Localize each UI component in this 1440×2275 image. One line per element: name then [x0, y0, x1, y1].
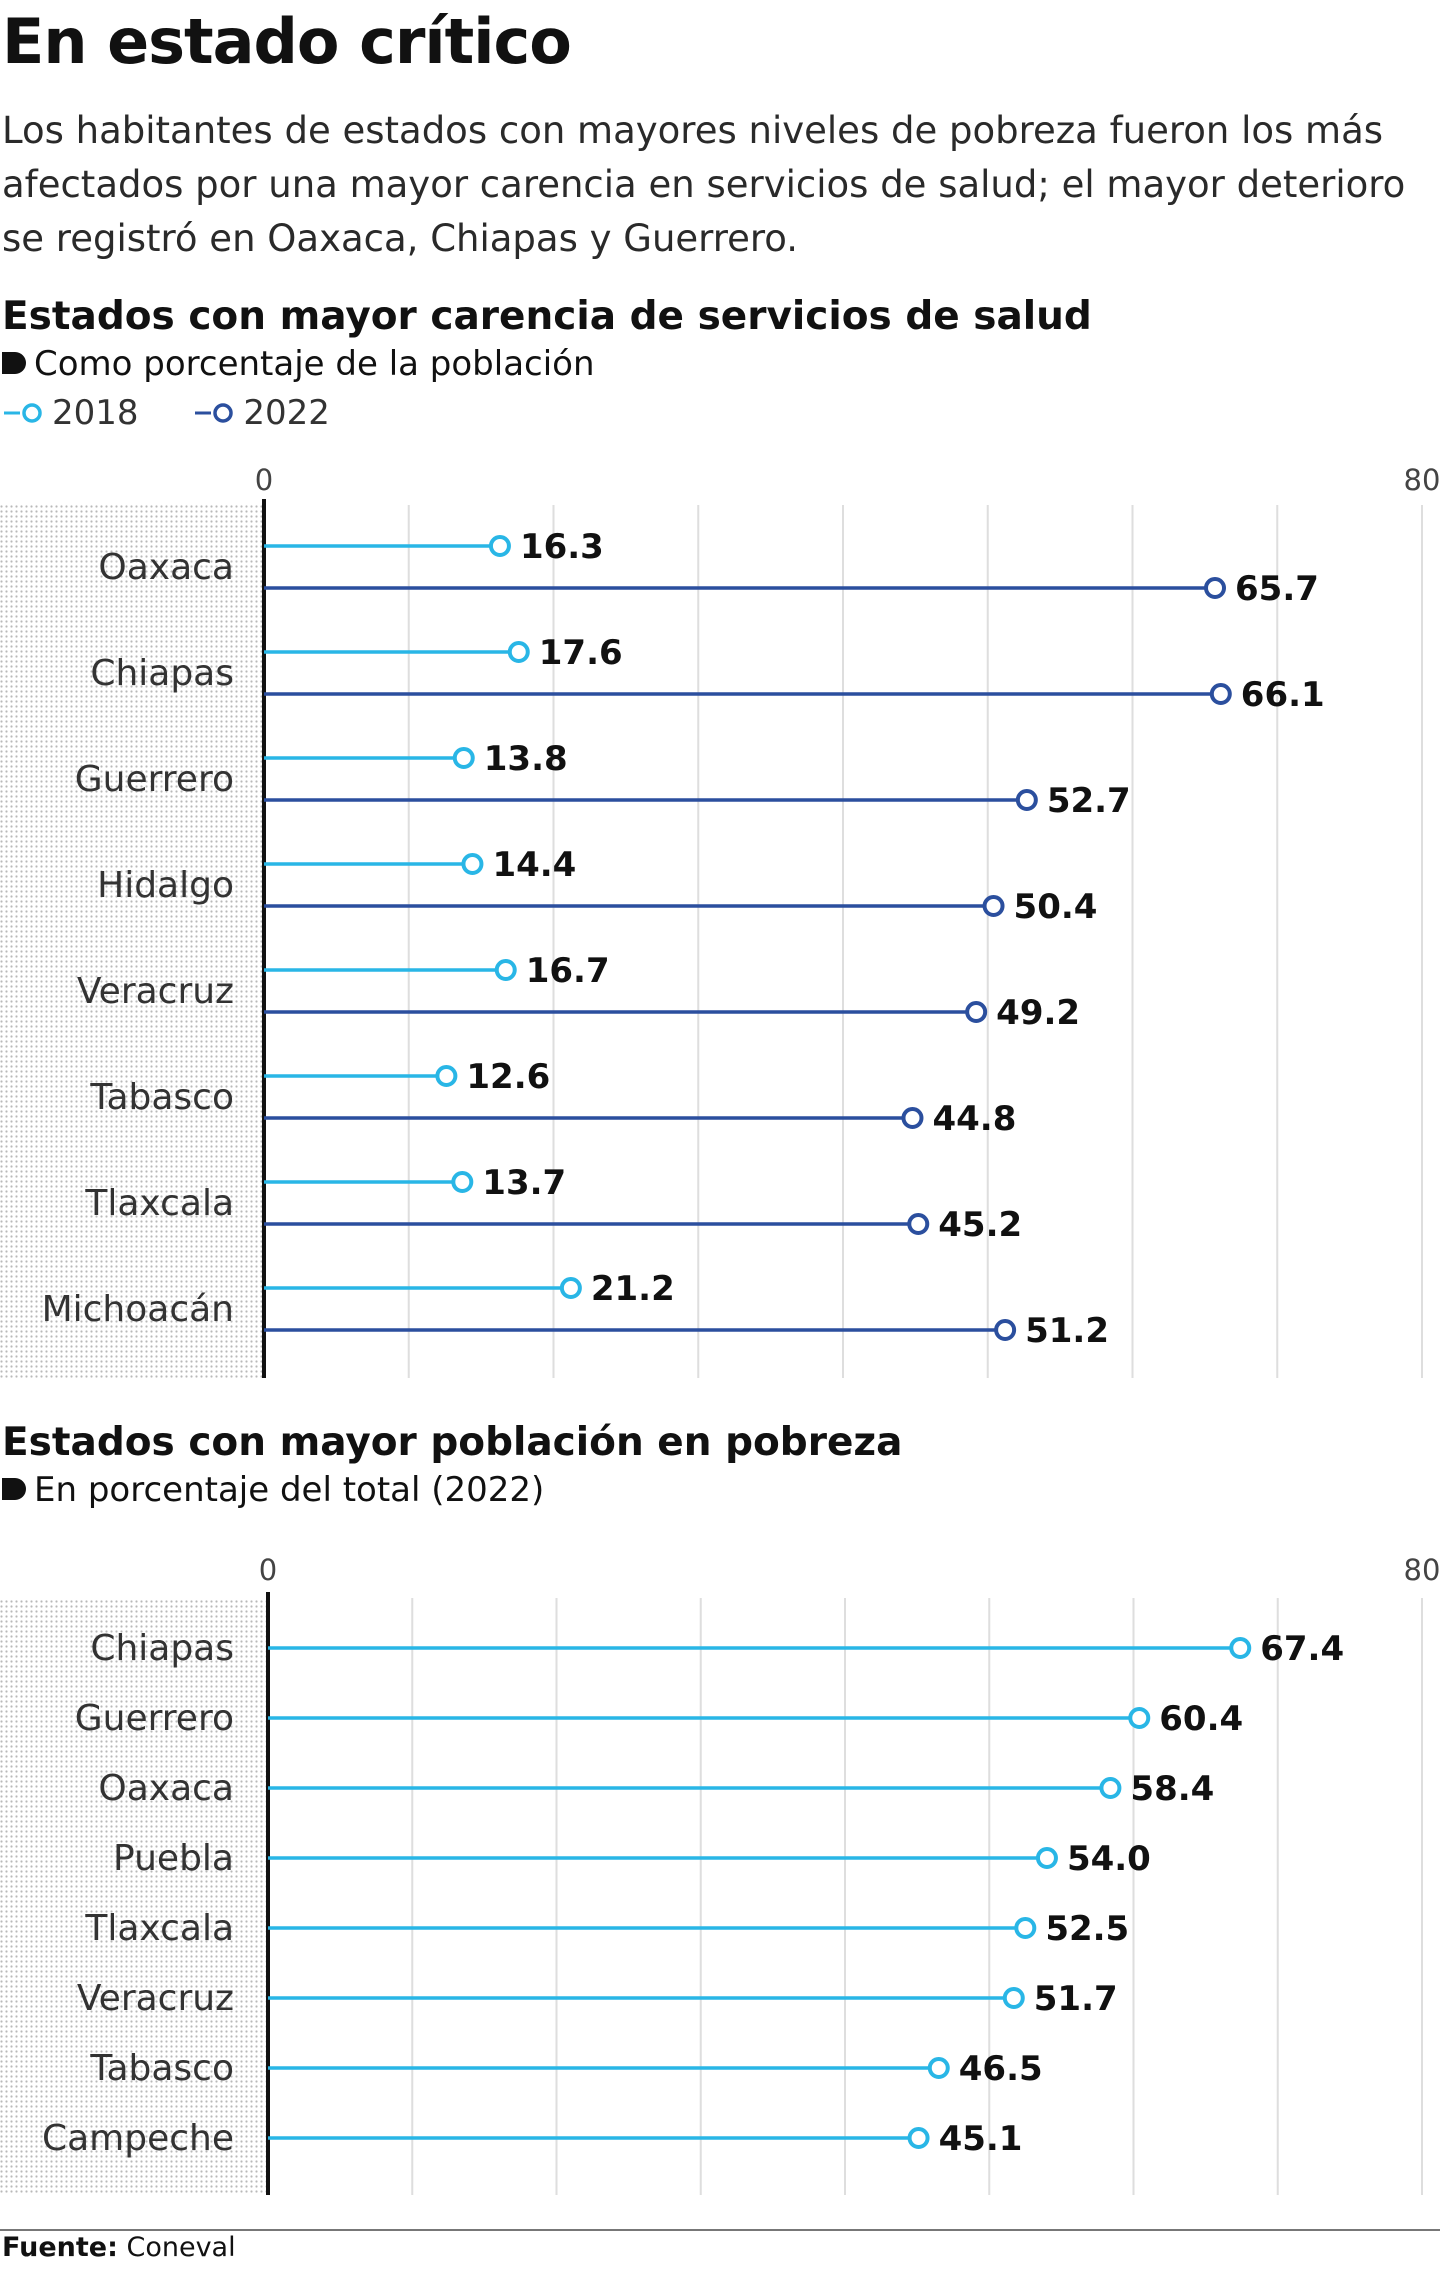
category-label: Michoacán: [42, 1289, 234, 1330]
value-label: 60.4: [1159, 1699, 1243, 1739]
category-label: Campeche: [42, 2118, 234, 2159]
point-2018: [451, 1171, 474, 1193]
value-label: 16.7: [526, 951, 610, 991]
point-2022: [1204, 577, 1227, 599]
legend-item-2022: 2022: [195, 393, 330, 433]
category-label: Chiapas: [90, 1628, 234, 1669]
footer-divider: [0, 2229, 1440, 2231]
value-label: 21.2: [591, 1269, 675, 1309]
chart1-subtitle: Como porcentaje de la población: [2, 344, 595, 384]
health-deprivation-chart: 0 80 Oaxaca 16.3 65.7 Chiapas 17.6 66.1 Guerrero…: [0, 463, 1440, 1378]
value-label: 51.7: [1034, 1979, 1118, 2019]
label-area-dots: [0, 1598, 266, 2195]
point-2022: [1015, 789, 1038, 811]
category-label: Guerrero: [75, 759, 234, 800]
point: [1002, 1987, 1025, 2009]
category-label: Guerrero: [75, 1698, 234, 1739]
value-label: 52.5: [1045, 1909, 1129, 1949]
legend-2018-label: 2018: [52, 393, 139, 433]
value-label: 45.2: [938, 1205, 1022, 1245]
subtitle-bullet-icon: [2, 1478, 26, 1500]
point-2022: [965, 1001, 988, 1023]
value-label: 12.6: [466, 1057, 550, 1097]
value-label: 14.4: [492, 845, 576, 885]
value-label: 65.7: [1235, 569, 1319, 609]
point: [1014, 1917, 1037, 1939]
description: Los habitantes de estados con mayores ni…: [2, 109, 1406, 260]
category-label: Oaxaca: [98, 547, 234, 588]
point: [927, 2057, 950, 2079]
point-2018: [488, 535, 511, 557]
tick-label-min: 0: [259, 1553, 277, 1587]
category-label: Oaxaca: [98, 1768, 234, 1809]
page-title: En estado crítico: [2, 5, 572, 78]
value-label: 49.2: [996, 993, 1080, 1033]
value-label: 51.2: [1025, 1311, 1109, 1351]
tick-label-max: 80: [1404, 463, 1440, 497]
value-label: 66.1: [1241, 675, 1325, 715]
value-label: 46.5: [959, 2049, 1043, 2089]
point-2018: [559, 1277, 582, 1299]
value-label: 52.7: [1047, 781, 1131, 821]
label-area-dots: [0, 505, 262, 1378]
value-label: 13.8: [484, 739, 568, 779]
point: [907, 2127, 930, 2149]
point-2022: [901, 1107, 924, 1129]
value-label: 67.4: [1260, 1629, 1344, 1669]
value-label: 50.4: [1014, 887, 1098, 927]
category-label: Tabasco: [89, 1077, 234, 1118]
chart1-legend: 2018 2022: [4, 393, 376, 433]
tick-label-max: 80: [1404, 1553, 1440, 1587]
point-2022: [1209, 683, 1232, 705]
source-text: Coneval: [126, 2232, 236, 2263]
value-label: 58.4: [1130, 1769, 1214, 1809]
value-label: 16.3: [520, 527, 604, 567]
tick-label-min: 0: [255, 463, 273, 497]
point-2018: [507, 641, 530, 663]
point-2018: [494, 959, 517, 981]
point-2018: [435, 1065, 458, 1087]
category-label: Tlaxcala: [84, 1183, 234, 1224]
point-2018: [452, 747, 475, 769]
chart1-title: Estados con mayor carencia de servicios …: [2, 294, 1092, 339]
value-label: 13.7: [482, 1163, 566, 1203]
point: [1035, 1847, 1058, 1869]
chart2-subtitle-text: En porcentaje del total (2022): [34, 1470, 545, 1510]
point-2018: [461, 853, 484, 875]
category-label: Veracruz: [77, 1978, 234, 2019]
value-label: 17.6: [539, 633, 623, 673]
point-2022: [907, 1213, 930, 1235]
point-2022: [982, 895, 1005, 917]
category-label: Hidalgo: [97, 865, 234, 906]
source-note: Fuente: Coneval: [2, 2232, 236, 2263]
chart2-subtitle: En porcentaje del total (2022): [2, 1470, 544, 1510]
chart1-subtitle-text: Como porcentaje de la población: [34, 344, 595, 384]
value-label: 44.8: [932, 1099, 1016, 1139]
legend-2018-marker-icon: [4, 403, 42, 423]
legend-2022-marker-icon: [195, 403, 234, 423]
value-label: 54.0: [1067, 1839, 1151, 1879]
poverty-population-chart: 0 80 Chiapas 67.4 Guerrero 60.4 Oaxaca 58.4 Pueb…: [0, 1553, 1440, 2195]
point-2022: [994, 1319, 1017, 1341]
point: [1229, 1637, 1252, 1659]
source-label: Fuente:: [2, 2232, 118, 2263]
category-label: Puebla: [113, 1838, 234, 1879]
category-label: Tabasco: [89, 2048, 234, 2089]
legend-item-2018: 2018: [4, 393, 139, 433]
category-label: Tlaxcala: [84, 1908, 234, 1949]
chart2-title: Estados con mayor población en pobreza: [2, 1420, 903, 1465]
legend-2022-label: 2022: [243, 393, 330, 433]
subtitle-bullet-icon: [2, 352, 26, 374]
category-label: Chiapas: [90, 653, 234, 694]
point: [1128, 1707, 1151, 1729]
point: [1099, 1777, 1122, 1799]
value-label: 45.1: [939, 2119, 1023, 2159]
category-label: Veracruz: [77, 971, 234, 1012]
